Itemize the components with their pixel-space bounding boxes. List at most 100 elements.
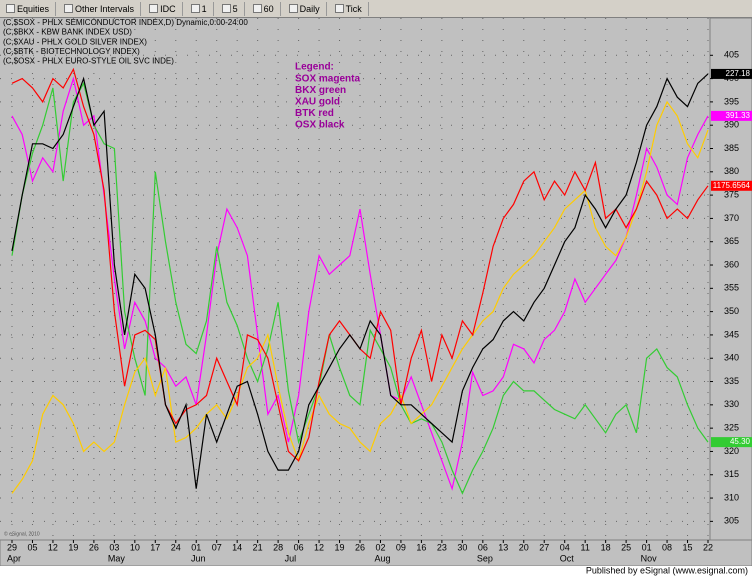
month-label: Nov (641, 553, 658, 563)
toolbar-label: Tick (345, 3, 362, 14)
last-value-label: 391.33 (726, 111, 751, 120)
series-header: (C,$SOX - PHLX SEMICONDUCTOR INDEX,D) Dy… (3, 18, 248, 27)
month-label: Oct (560, 553, 575, 563)
footer-area (0, 566, 752, 576)
toolbar-button[interactable]: Other Intervals (58, 2, 138, 16)
x-tick-label: 26 (89, 542, 99, 552)
last-value-label: 1175.6564 (713, 181, 751, 190)
toolbar-button[interactable]: 60 (247, 2, 278, 16)
month-label: Aug (374, 553, 390, 563)
x-tick-label: 19 (68, 542, 78, 552)
x-tick-label: 23 (437, 542, 447, 552)
legend-entry: XAU gold (295, 97, 340, 108)
separator (367, 1, 369, 16)
toolbar-icon (288, 4, 298, 13)
x-tick-label: 17 (150, 542, 160, 552)
toolbar: Equities Other Intervals IDC 1 5 60 Daily Tick (0, 0, 752, 18)
x-tick-label: 25 (621, 542, 631, 552)
legend-entry: OSX black (295, 120, 345, 131)
y-tick-label: 355 (724, 283, 739, 293)
toolbar-icon (334, 4, 344, 13)
x-tick-label: 01 (642, 542, 652, 552)
footer: Published by eSignal (www.esignal.com) (586, 565, 748, 575)
separator (140, 1, 142, 16)
x-axis-area (0, 539, 752, 567)
y-tick-label: 325 (724, 423, 739, 433)
separator (325, 1, 327, 16)
series-header: (C,$BTK - BIOTECHNOLOGY INDEX) (3, 47, 140, 56)
x-tick-label: 28 (273, 542, 283, 552)
toolbar-icon (221, 4, 231, 13)
toolbar-label: 1 (201, 3, 207, 14)
toolbar-button[interactable]: 5 (216, 2, 242, 16)
month-label: Sep (477, 553, 493, 563)
x-tick-label: 03 (109, 542, 119, 552)
x-tick-label: 14 (232, 542, 242, 552)
x-tick-label: 20 (519, 542, 529, 552)
y-tick-label: 310 (724, 492, 739, 502)
y-tick-label: 350 (724, 306, 739, 316)
series-line (11, 81, 709, 495)
x-tick-label: 11 (581, 542, 590, 552)
series-line (11, 76, 709, 491)
y-tick-label: 365 (724, 236, 739, 246)
y-axis-area (709, 17, 752, 541)
toolbar-button[interactable]: Equities (0, 2, 53, 16)
toolbar-icon (64, 4, 74, 13)
legend-entry: BTK red (295, 108, 334, 119)
x-tick-label: 29 (7, 542, 17, 552)
separator (243, 1, 245, 16)
y-tick-label: 390 (724, 120, 739, 130)
x-tick-label: 09 (396, 542, 406, 552)
watermark: © eSignal, 2010 (4, 530, 40, 537)
y-tick-label: 335 (724, 376, 739, 386)
y-tick-label: 395 (724, 96, 739, 106)
x-tick-label: 12 (48, 542, 58, 552)
separator (212, 1, 214, 16)
toolbar-icon (190, 4, 200, 13)
last-value-tag (711, 437, 752, 448)
toolbar-button[interactable]: Tick (329, 2, 366, 16)
separator (279, 1, 281, 16)
toolbar-button[interactable]: IDC (143, 2, 180, 16)
x-tick-label: 10 (130, 542, 140, 552)
x-tick-label: 18 (601, 542, 611, 552)
x-tick-label: 06 (294, 542, 304, 552)
y-tick-label: 370 (724, 213, 739, 223)
y-tick-label: 380 (724, 166, 739, 176)
month-label: Jun (191, 553, 206, 563)
x-tick-label: 19 (335, 542, 345, 552)
x-tick-label: 16 (416, 542, 426, 552)
legend-entry: SOX magenta (295, 74, 360, 85)
y-tick-label: 360 (724, 259, 739, 269)
x-tick-label: 05 (27, 542, 37, 552)
toolbar-button[interactable]: Daily (283, 2, 324, 16)
x-tick-label: 26 (355, 542, 365, 552)
toolbar-button[interactable]: 1 (185, 2, 211, 16)
x-tick-label: 08 (662, 542, 672, 552)
legend-title: Legend: (295, 62, 334, 73)
last-value-label: 45.30 (730, 437, 751, 446)
plot-area (0, 18, 710, 540)
toolbar-icon (149, 4, 159, 13)
toolbar-icon (6, 4, 15, 13)
x-tick-label: 22 (703, 542, 713, 552)
toolbar-label: Equities (17, 3, 50, 14)
separator (181, 1, 183, 16)
y-tick-label: 405 (724, 50, 739, 60)
x-tick-label: 24 (171, 542, 181, 552)
series-header: (C,$OSX - PHLX EURO-STYLE OIL SVC INDE) (3, 57, 174, 66)
toolbar-label: IDC (160, 3, 176, 14)
y-tick-label: 320 (724, 446, 739, 456)
x-tick-label: 04 (560, 542, 570, 552)
x-tick-label: 12 (314, 542, 324, 552)
month-label: May (108, 553, 126, 563)
separator (55, 1, 57, 16)
toolbar-label: 60 (263, 3, 274, 14)
x-tick-label: 30 (457, 542, 467, 552)
y-tick-label: 345 (724, 329, 739, 339)
y-tick-label: 385 (724, 143, 739, 153)
month-label: Apr (7, 553, 21, 563)
x-tick-label: 01 (191, 542, 201, 552)
